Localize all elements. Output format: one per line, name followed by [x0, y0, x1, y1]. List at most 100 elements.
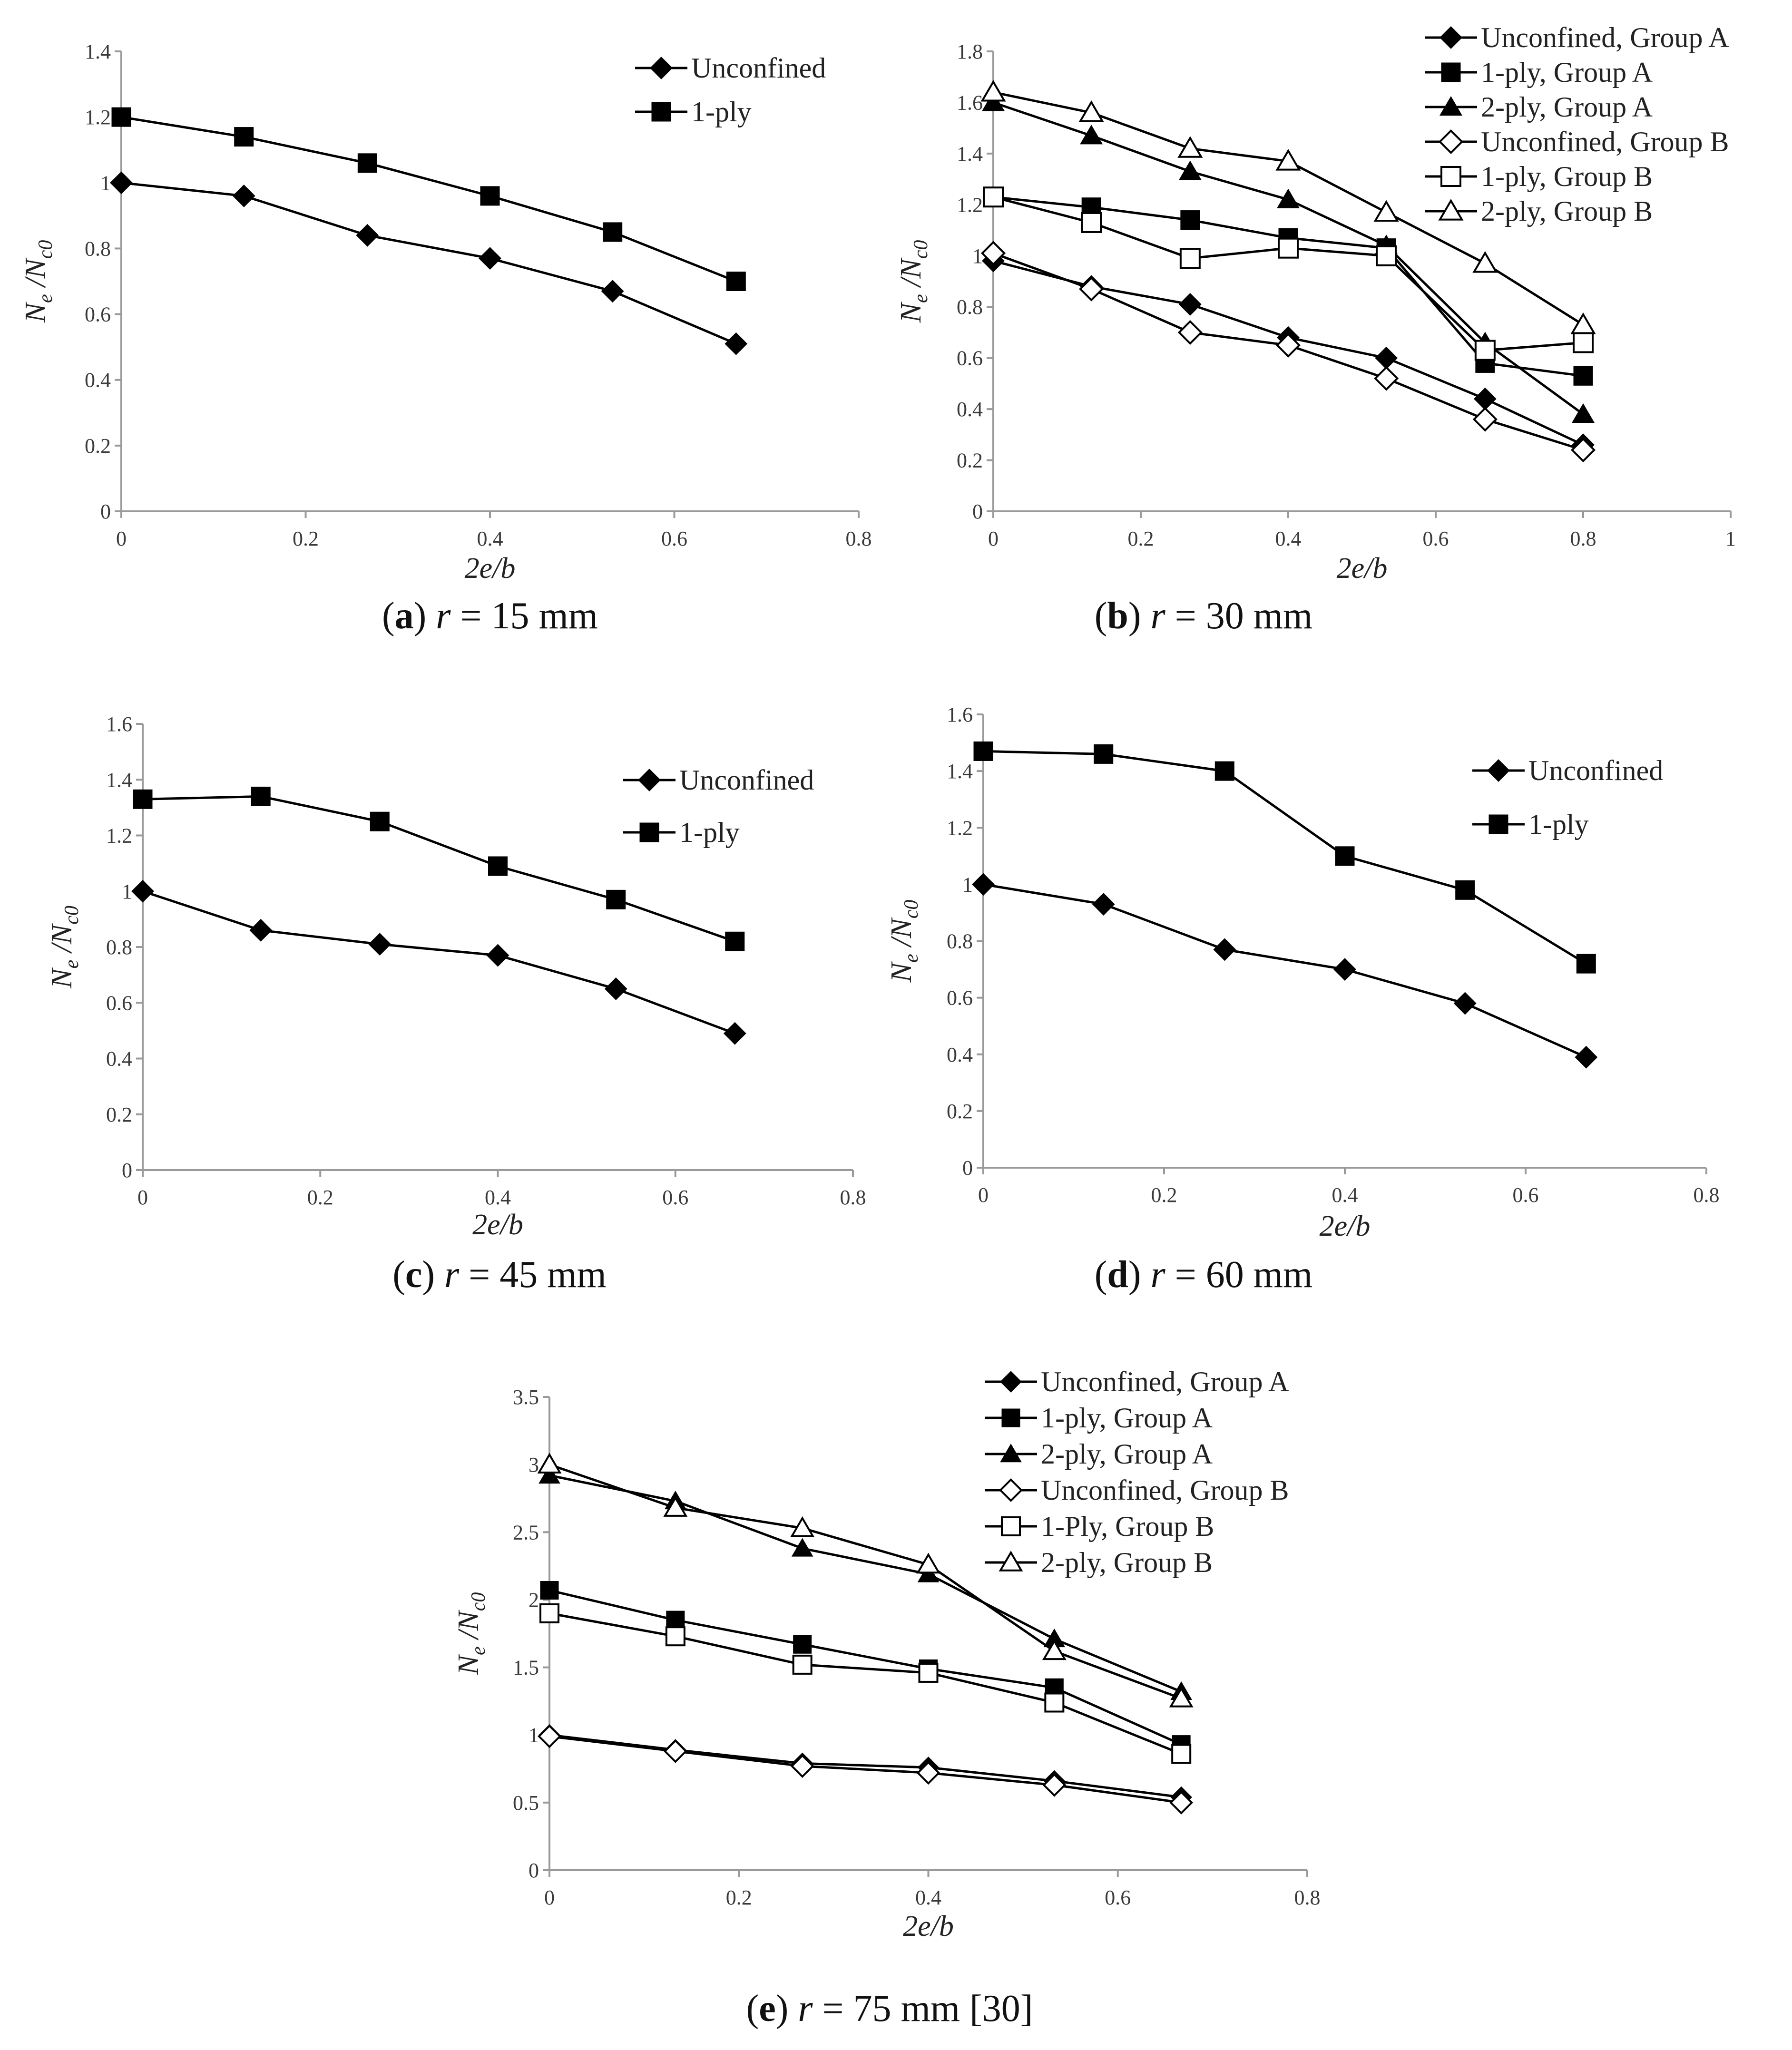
- data-point: [1179, 248, 1201, 269]
- data-point: [251, 786, 271, 806]
- x-axis-title: 2e/b: [1337, 552, 1388, 585]
- y-axis-title: Ne /Nc0: [895, 240, 932, 323]
- legend-label: Unconfined, Group B: [1041, 1474, 1289, 1506]
- data-point: [1373, 200, 1399, 222]
- series-1: [110, 171, 748, 355]
- data-point: [538, 1724, 561, 1748]
- data-point: [663, 1739, 687, 1763]
- y-tick-label: 0: [122, 1159, 132, 1182]
- axes: 0 0.2 0.4 0.6 0.8 1 1.2 1.4 1.6 1.8 0 0.2 0.4 0.6 0.8 1: [957, 40, 1736, 550]
- y-tick-label: 0.6: [85, 303, 111, 326]
- y-tick-label: 0.2: [85, 434, 111, 458]
- y-tick-label: 0.2: [957, 449, 983, 472]
- x-axis-title: 2e/b: [472, 1209, 523, 1241]
- data-point: [110, 171, 133, 195]
- series-2: [133, 786, 745, 951]
- x-tick-label: 0.4: [485, 1186, 511, 1209]
- legend: Unconfined, Group A1-ply, Group A2-ply, …: [1425, 22, 1729, 227]
- legend-label: Unconfined, Group B: [1481, 126, 1729, 157]
- y-tick-label: 3: [529, 1453, 539, 1476]
- caption-a: (a) r = 15 mm: [382, 595, 598, 637]
- x-tick-label: 0.6: [1105, 1886, 1131, 1909]
- data-point: [1277, 188, 1300, 208]
- data-point: [1455, 880, 1475, 900]
- y-tick-label: 0.6: [957, 347, 983, 370]
- data-point: [916, 1552, 940, 1574]
- data-point: [665, 1626, 685, 1647]
- x-tick-label: 0.6: [1513, 1183, 1539, 1207]
- data-point: [916, 1761, 940, 1785]
- data-point: [725, 332, 748, 355]
- data-point: [791, 1538, 813, 1557]
- x-tick-label: 0.8: [1294, 1886, 1321, 1909]
- y-tick-label: 1: [529, 1724, 539, 1747]
- data-point: [540, 1581, 559, 1600]
- x-tick-label: 1: [1725, 527, 1736, 550]
- legend-label: 1-Ply, Group B: [1041, 1511, 1214, 1542]
- data-point: [1275, 149, 1301, 171]
- x-tick-label: 0.4: [1332, 1183, 1358, 1207]
- y-tick-label: 0: [529, 1859, 539, 1882]
- legend-marker: [1441, 62, 1461, 82]
- y-tick-label: 0: [100, 500, 111, 523]
- series-line: [549, 1612, 1182, 1755]
- series-line: [549, 1734, 1182, 1798]
- y-tick-label: 0.4: [106, 1047, 132, 1071]
- y-axis-title: Ne /Nc0: [46, 906, 83, 989]
- legend-marker: [1487, 759, 1510, 782]
- data-point: [980, 79, 1006, 102]
- y-tick-label: 0.5: [513, 1791, 539, 1815]
- data-point: [488, 856, 508, 876]
- series-line: [142, 795, 735, 943]
- series-line: [121, 181, 737, 345]
- data-point: [1178, 160, 1202, 180]
- legend-marker: [1000, 1444, 1022, 1463]
- legend-label: 2-ply, Group A: [1041, 1438, 1213, 1470]
- series-2: [973, 741, 1596, 974]
- legend-label: 2-ply, Group A: [1481, 91, 1653, 123]
- legend-marker: [650, 57, 673, 79]
- data-point: [131, 879, 154, 903]
- data-point: [111, 107, 131, 127]
- series-4: [980, 241, 1596, 463]
- series-5: [983, 186, 1594, 361]
- y-tick-label: 0: [962, 1156, 973, 1180]
- data-point: [1333, 958, 1356, 981]
- data-point: [1374, 366, 1399, 391]
- series-1: [131, 879, 746, 1045]
- data-point: [1214, 761, 1234, 781]
- data-point: [1080, 125, 1103, 145]
- y-tick-label: 0.6: [947, 986, 973, 1010]
- y-tick-label: 2.5: [513, 1521, 539, 1544]
- data-point: [1576, 954, 1596, 974]
- data-point: [1177, 136, 1203, 158]
- data-point: [370, 811, 390, 831]
- data-point: [1178, 293, 1202, 316]
- data-point: [603, 222, 623, 242]
- x-tick-label: 0: [137, 1186, 148, 1209]
- data-point: [1042, 1639, 1067, 1660]
- data-point: [232, 185, 255, 207]
- data-point: [1472, 251, 1498, 273]
- y-tick-label: 1: [972, 244, 983, 268]
- data-point: [486, 944, 509, 967]
- caption-d: (d) r = 60 mm: [1094, 1254, 1313, 1296]
- axes: 0 0.2 0.4 0.6 0.8 1 1.2 1.4 1.6 0 0.2 0.4 0.6 0.8: [947, 703, 1720, 1207]
- x-tick-label: 0.8: [840, 1186, 866, 1209]
- data-point: [663, 1496, 688, 1517]
- y-tick-label: 1: [100, 171, 111, 195]
- data-point: [601, 280, 624, 303]
- y-tick-label: 0.8: [947, 930, 973, 953]
- legend-marker: [1488, 814, 1508, 834]
- data-point: [1171, 1744, 1192, 1764]
- data-point: [1081, 212, 1102, 233]
- x-tick-label: 0.2: [307, 1186, 333, 1209]
- y-tick-label: 1.4: [957, 142, 983, 166]
- data-point: [1094, 744, 1114, 764]
- data-point: [356, 224, 379, 247]
- data-point: [1169, 1687, 1194, 1708]
- data-point: [1573, 332, 1594, 353]
- x-tick-label: 0.2: [293, 527, 319, 550]
- legend-label: 1-ply, Group A: [1481, 57, 1653, 88]
